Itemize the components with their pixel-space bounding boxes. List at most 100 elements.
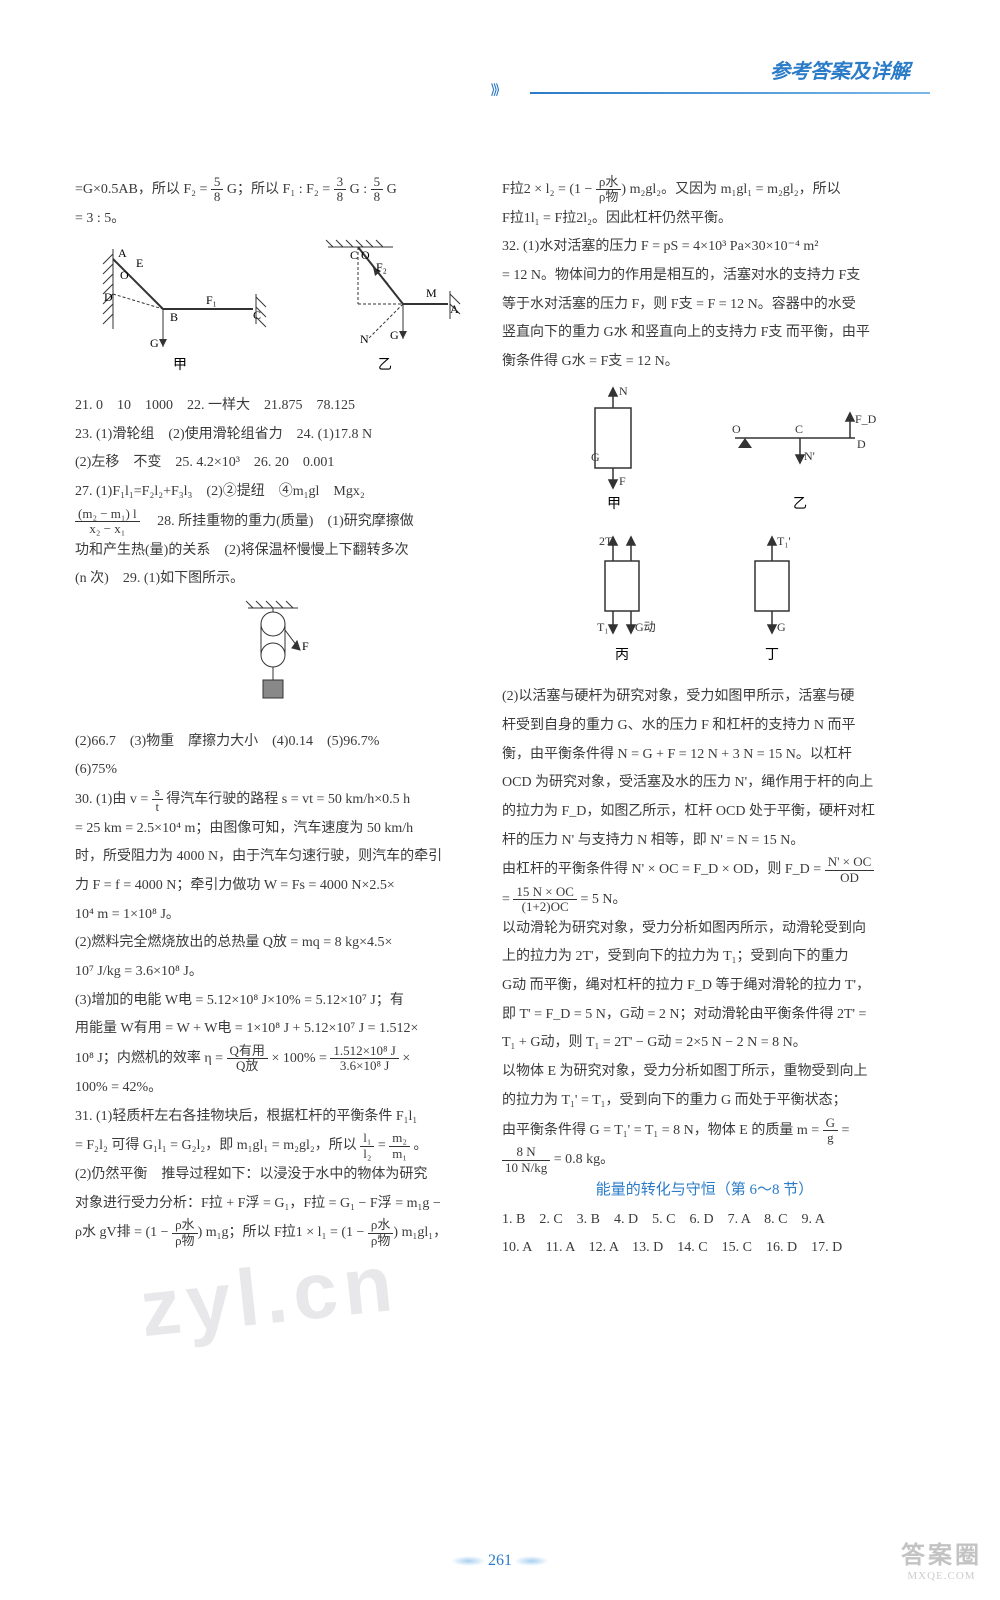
header-title: 参考答案及详解: [770, 61, 910, 83]
text-line: (2)左移 不变 25. 4.2×10³ 26. 20 0.001: [75, 449, 480, 478]
page: 参考答案及详解 ⟩⟩⟩ =G×0.5AB，所以 F₂ = 58 G；所以 F₁ …: [0, 0, 1000, 1600]
svg-text:G: G: [150, 336, 159, 350]
text-line: 的拉力为 T₁' = T₁，受到向下的重力 G 而处于平衡状态；: [502, 1087, 907, 1116]
fraction: 58: [371, 175, 384, 205]
text-line: (2)燃料完全燃烧放出的总热量 Q放 = mq = 8 kg×4.5×: [75, 929, 480, 958]
chevron-icon: ⟩⟩⟩: [490, 82, 497, 99]
text-line: = 12 N。物体间力的作用是相互的，活塞对水的支持力 F支: [502, 262, 907, 291]
text-line: 10⁴ m = 1×10⁸ J。: [75, 901, 480, 930]
force-diagram-甲乙: N G F O C N' F_D D: [525, 383, 885, 513]
text-line: 由平衡条件得 G = T₁' = T₁ = 8 N，物体 E 的质量 m = G…: [502, 1116, 907, 1146]
content-columns: =G×0.5AB，所以 F₂ = 58 G；所以 F₁ : F₂ = 38 G …: [0, 165, 1000, 1263]
text-line: 衡，由平衡条件得 N = G + F = 12 N + 3 N = 15 N。以…: [502, 741, 907, 770]
header-underline: ⟩⟩⟩: [490, 88, 930, 96]
text-line: 31. (1)轻质杆左右各挂物块后，根据杠杆的平衡条件 F₁l₁: [75, 1103, 480, 1132]
text-line: 时，所受阻力为 4000 N，由于汽车匀速行驶，则汽车的牵引: [75, 843, 480, 872]
text-line: 的拉力为 F_D，如图乙所示，杠杆 OCD 处于平衡，硬杆对杠: [502, 798, 907, 827]
fraction: ρ水ρ物: [368, 1218, 394, 1248]
svg-text:C: C: [795, 422, 803, 436]
fraction: st: [152, 785, 163, 815]
fraction: Q有用Q放: [227, 1044, 268, 1074]
svg-text:乙: 乙: [378, 357, 392, 373]
svg-text:D: D: [104, 290, 113, 304]
svg-text:丙: 丙: [615, 648, 629, 663]
text-line: 由杠杆的平衡条件得 N' × OC = F_D × OD，则 F_D = N' …: [502, 855, 907, 885]
diagram-forces-1: N G F O C N' F_D D: [502, 383, 907, 525]
corner-watermark: 答案圈 MXQE.COM: [901, 1535, 982, 1582]
svg-text:O: O: [361, 248, 370, 262]
svg-text:O: O: [732, 422, 741, 436]
text-line: G动 而平衡，绳对杠杆的拉力 F_D 等于绳对滑轮的拉力 T'，: [502, 972, 907, 1001]
svg-text:N: N: [619, 384, 628, 398]
fraction: 38: [334, 175, 347, 205]
fraction: ρ水ρ物: [596, 175, 622, 205]
text-line: 100% = 42%。: [75, 1074, 480, 1103]
text-line: 用能量 W有用 = W + W电 = 1×10⁸ J + 5.12×10⁷ J …: [75, 1015, 480, 1044]
fraction: Gg: [823, 1116, 838, 1146]
header: 参考答案及详解 ⟩⟩⟩: [0, 0, 1000, 165]
text-line: 32. (1)水对活塞的压力 F = pS = 4×10³ Pa×30×10⁻⁴…: [502, 233, 907, 262]
lever-diagram-svg: AE O D B F₁ C G: [88, 239, 468, 374]
text-line: =G×0.5AB，所以 F₂ = 58 G；所以 F₁ : F₂ = 38 G …: [75, 175, 480, 205]
corner-cn: 答案圈: [901, 1535, 982, 1570]
answer-line: 10. A 11. A 12. A 13. D 14. C 15. C 16. …: [502, 1234, 907, 1263]
text-line: 即 T' = F_D = 5 N，G动 = 2 N；对动滑轮由平衡条件得 2T'…: [502, 1001, 907, 1030]
svg-text:C: C: [350, 248, 358, 262]
answer-line: 1. B 2. C 3. B 4. D 5. C 6. D 7. A 8. C …: [502, 1206, 907, 1235]
text-line: = 15 N × OC(1+2)OC = 5 N。: [502, 885, 907, 915]
svg-text:T₁': T₁': [777, 534, 791, 548]
text-line: = 25 km = 2.5×10⁴ m；由图像可知，汽车速度为 50 km/h: [75, 815, 480, 844]
pulley-svg: F: [228, 600, 328, 710]
corner-url: MXQE.COM: [901, 1570, 982, 1582]
text-line: 等于水对活塞的压力 F，则 F支 = F = 12 N。容器中的水受: [502, 291, 907, 320]
diagram-levers: AE O D B F₁ C G: [75, 239, 480, 386]
svg-text:G动: G动: [635, 620, 656, 634]
header-bar: [530, 92, 930, 94]
svg-text:N': N': [804, 449, 815, 463]
text-line: (n 次) 29. (1)如下图所示。: [75, 565, 480, 594]
svg-text:G: G: [390, 328, 399, 342]
text-line: OCD 为研究对象，受活塞及水的压力 N'，绳作用于杆的向上: [502, 769, 907, 798]
text-line: 21. 0 10 1000 22. 一样大 21.875 78.125: [75, 392, 480, 421]
page-number: 261: [449, 1552, 551, 1570]
svg-text:M: M: [426, 286, 437, 300]
svg-text:N: N: [360, 332, 369, 346]
text-line: (2)66.7 (3)物重 摩擦力大小 (4)0.14 (5)96.7%: [75, 728, 480, 757]
fraction: ρ水ρ物: [172, 1218, 198, 1248]
left-column: =G×0.5AB，所以 F₂ = 58 G；所以 F₁ : F₂ = 38 G …: [75, 175, 480, 1263]
svg-text:丁: 丁: [765, 648, 779, 663]
fraction: N' × OCOD: [825, 855, 875, 885]
fraction: l₁l₂: [360, 1131, 374, 1161]
svg-text:D: D: [857, 437, 866, 451]
text-line: (2)仍然平衡 推导过程如下：以浸没于水中的物体为研究: [75, 1161, 480, 1190]
svg-text:T₁: T₁: [597, 620, 609, 634]
text-line: 竖直向下的重力 G水 和竖直向上的支持力 F支 而平衡，由平: [502, 319, 907, 348]
svg-text:乙: 乙: [793, 496, 807, 512]
text-line: ρ水 gV排 = (1 − ρ水ρ物) m₁g；所以 F拉1 × l₁ = (1…: [75, 1218, 480, 1248]
text-line: 功和产生热(量)的关系 (2)将保温杯慢慢上下翻转多次: [75, 537, 480, 566]
text-line: 上的拉力为 2T'，受到向下的拉力为 T₁；受到向下的重力: [502, 943, 907, 972]
svg-text:E: E: [136, 256, 143, 270]
text-line: (m₂ − m₁) lx₂ − x₁ 28. 所挂重物的重力(质量) (1)研究…: [75, 507, 480, 537]
right-column: F拉2 × l₂ = (1 − ρ水ρ物) m₂gl₂。又因为 m₁gl₁ = …: [502, 175, 907, 1263]
text-line: 以动滑轮为研究对象，受力分析如图丙所示，动滑轮受到向: [502, 915, 907, 944]
fraction: m₂m₁: [389, 1131, 410, 1161]
text-line: 23. (1)滑轮组 (2)使用滑轮组省力 24. (1)17.8 N: [75, 421, 480, 450]
fraction: 1.512×10⁸ J3.6×10⁸ J: [330, 1044, 398, 1074]
text-line: 30. (1)由 v = st 得汽车行驶的路程 s = vt = 50 km/…: [75, 785, 480, 815]
text-line: 以物体 E 为研究对象，受力分析如图丁所示，重物受到向上: [502, 1058, 907, 1087]
text-line: 对象进行受力分析：F拉 + F浮 = G₁，F拉 = G₁ − F浮 = m₁g…: [75, 1190, 480, 1219]
text-line: 27. (1)F₁l₁=F₂l₂+F₃l₃ (2)②提纽 ④m₁gl Mgx₂: [75, 478, 480, 507]
svg-text:G: G: [591, 450, 600, 464]
svg-text:A: A: [118, 246, 127, 260]
text-line: 杆受到自身的重力 G、水的压力 F 和杠杆的支持力 N 而平: [502, 712, 907, 741]
diagram-pulley: F: [75, 600, 480, 722]
svg-text:G: G: [777, 620, 786, 634]
svg-text:F₂: F₂: [376, 260, 387, 274]
text-line: 10⁷ J/kg = 3.6×10⁸ J。: [75, 958, 480, 987]
diagram-forces-2: 2T' T₁ G动 T₁' G 丙 丁: [502, 531, 907, 678]
section-title: 能量的转化与守恒（第 6～8 节）: [502, 1175, 907, 1206]
svg-text:O: O: [120, 268, 129, 282]
svg-text:B: B: [170, 310, 178, 324]
svg-text:F: F: [619, 474, 626, 488]
